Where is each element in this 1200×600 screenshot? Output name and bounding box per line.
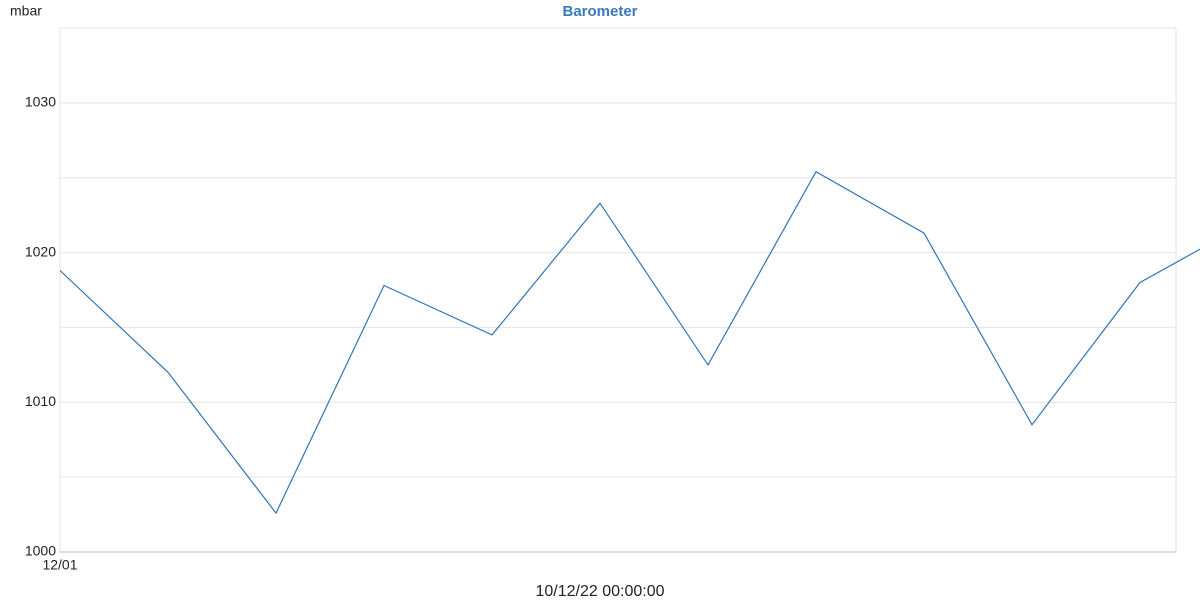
chart-title: Barometer [562, 3, 637, 20]
y-tick-label: 1020 [25, 243, 56, 259]
y-tick-label: 1010 [25, 393, 56, 409]
x-tick-label: 12/01 [42, 557, 77, 573]
y-tick-label: 1000 [25, 543, 56, 559]
x-axis-label: 10/12/22 00:00:00 [535, 583, 664, 600]
y-axis-label: mbar [10, 3, 42, 19]
line [59, 170, 1200, 515]
y-tick-label: 1030 [25, 94, 56, 110]
